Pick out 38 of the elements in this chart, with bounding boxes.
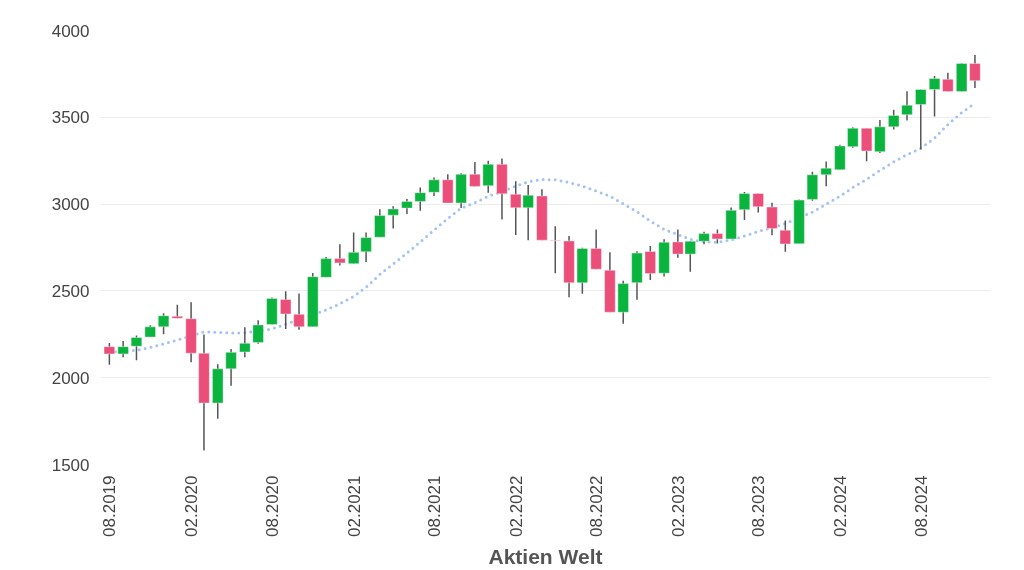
y-tick-label: 2000 — [51, 368, 90, 388]
candlestick — [820, 160, 833, 187]
candlestick — [347, 231, 360, 265]
x-tick-label: 08.2024 — [911, 475, 931, 537]
x-tick-label: 02.2024 — [830, 475, 850, 537]
candlestick — [752, 192, 765, 214]
candlestick — [103, 342, 116, 366]
y-tick-label: 3000 — [51, 195, 90, 215]
candlestick — [428, 176, 440, 197]
candlestick — [293, 292, 305, 331]
candlestick — [779, 219, 792, 253]
candlestick — [252, 319, 264, 345]
candlestick — [766, 201, 778, 236]
candlestick — [360, 231, 372, 263]
candlestick — [279, 290, 292, 330]
candlestick — [901, 90, 913, 122]
x-axis-title: Aktien Welt — [488, 544, 603, 568]
y-tick-label: 2500 — [51, 281, 90, 301]
y-tick-label: 4000 — [51, 21, 90, 41]
x-tick-label: 08.2020 — [262, 475, 282, 537]
x-tick-label: 08.2021 — [425, 475, 445, 537]
x-tick-label: 02.2021 — [344, 475, 364, 537]
x-tick-label: 08.2019 — [100, 475, 120, 537]
candlestick — [225, 348, 237, 387]
x-tick-label: 08.2023 — [749, 475, 769, 537]
candlestick — [590, 228, 602, 270]
candlestick — [239, 326, 251, 358]
candlestick — [914, 88, 927, 150]
candlestick — [887, 108, 900, 131]
x-tick-label: 08.2022 — [587, 475, 607, 537]
x-tick-label: 02.2023 — [668, 475, 688, 537]
x-tick-label: 02.2022 — [506, 475, 526, 537]
candlestick — [130, 334, 143, 361]
y-tick-label: 1500 — [51, 455, 90, 475]
y-tick-label: 3500 — [51, 108, 90, 128]
candlestick — [334, 243, 346, 267]
candlestick — [738, 191, 751, 221]
x-tick-label: 02.2020 — [182, 475, 202, 537]
